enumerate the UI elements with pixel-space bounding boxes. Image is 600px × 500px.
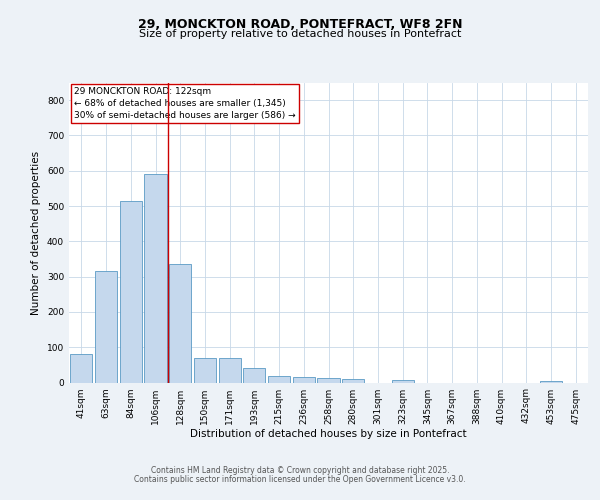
X-axis label: Distribution of detached houses by size in Pontefract: Distribution of detached houses by size … — [190, 430, 467, 440]
Text: 29 MONCKTON ROAD: 122sqm
← 68% of detached houses are smaller (1,345)
30% of sem: 29 MONCKTON ROAD: 122sqm ← 68% of detach… — [74, 87, 296, 120]
Bar — [70, 354, 92, 382]
Bar — [243, 368, 265, 382]
Text: Contains HM Land Registry data © Crown copyright and database right 2025.: Contains HM Land Registry data © Crown c… — [151, 466, 449, 475]
Bar — [194, 358, 216, 382]
Bar — [119, 200, 142, 382]
Bar — [95, 272, 117, 382]
Bar — [268, 376, 290, 382]
Bar — [317, 378, 340, 382]
Bar — [218, 358, 241, 382]
Bar — [293, 377, 315, 382]
Bar — [169, 264, 191, 382]
Bar — [342, 379, 364, 382]
Text: Size of property relative to detached houses in Pontefract: Size of property relative to detached ho… — [139, 29, 461, 39]
Y-axis label: Number of detached properties: Number of detached properties — [31, 150, 41, 314]
Bar — [540, 380, 562, 382]
Bar — [392, 380, 414, 382]
Text: Contains public sector information licensed under the Open Government Licence v3: Contains public sector information licen… — [134, 475, 466, 484]
Bar — [145, 174, 167, 382]
Text: 29, MONCKTON ROAD, PONTEFRACT, WF8 2FN: 29, MONCKTON ROAD, PONTEFRACT, WF8 2FN — [138, 18, 462, 30]
